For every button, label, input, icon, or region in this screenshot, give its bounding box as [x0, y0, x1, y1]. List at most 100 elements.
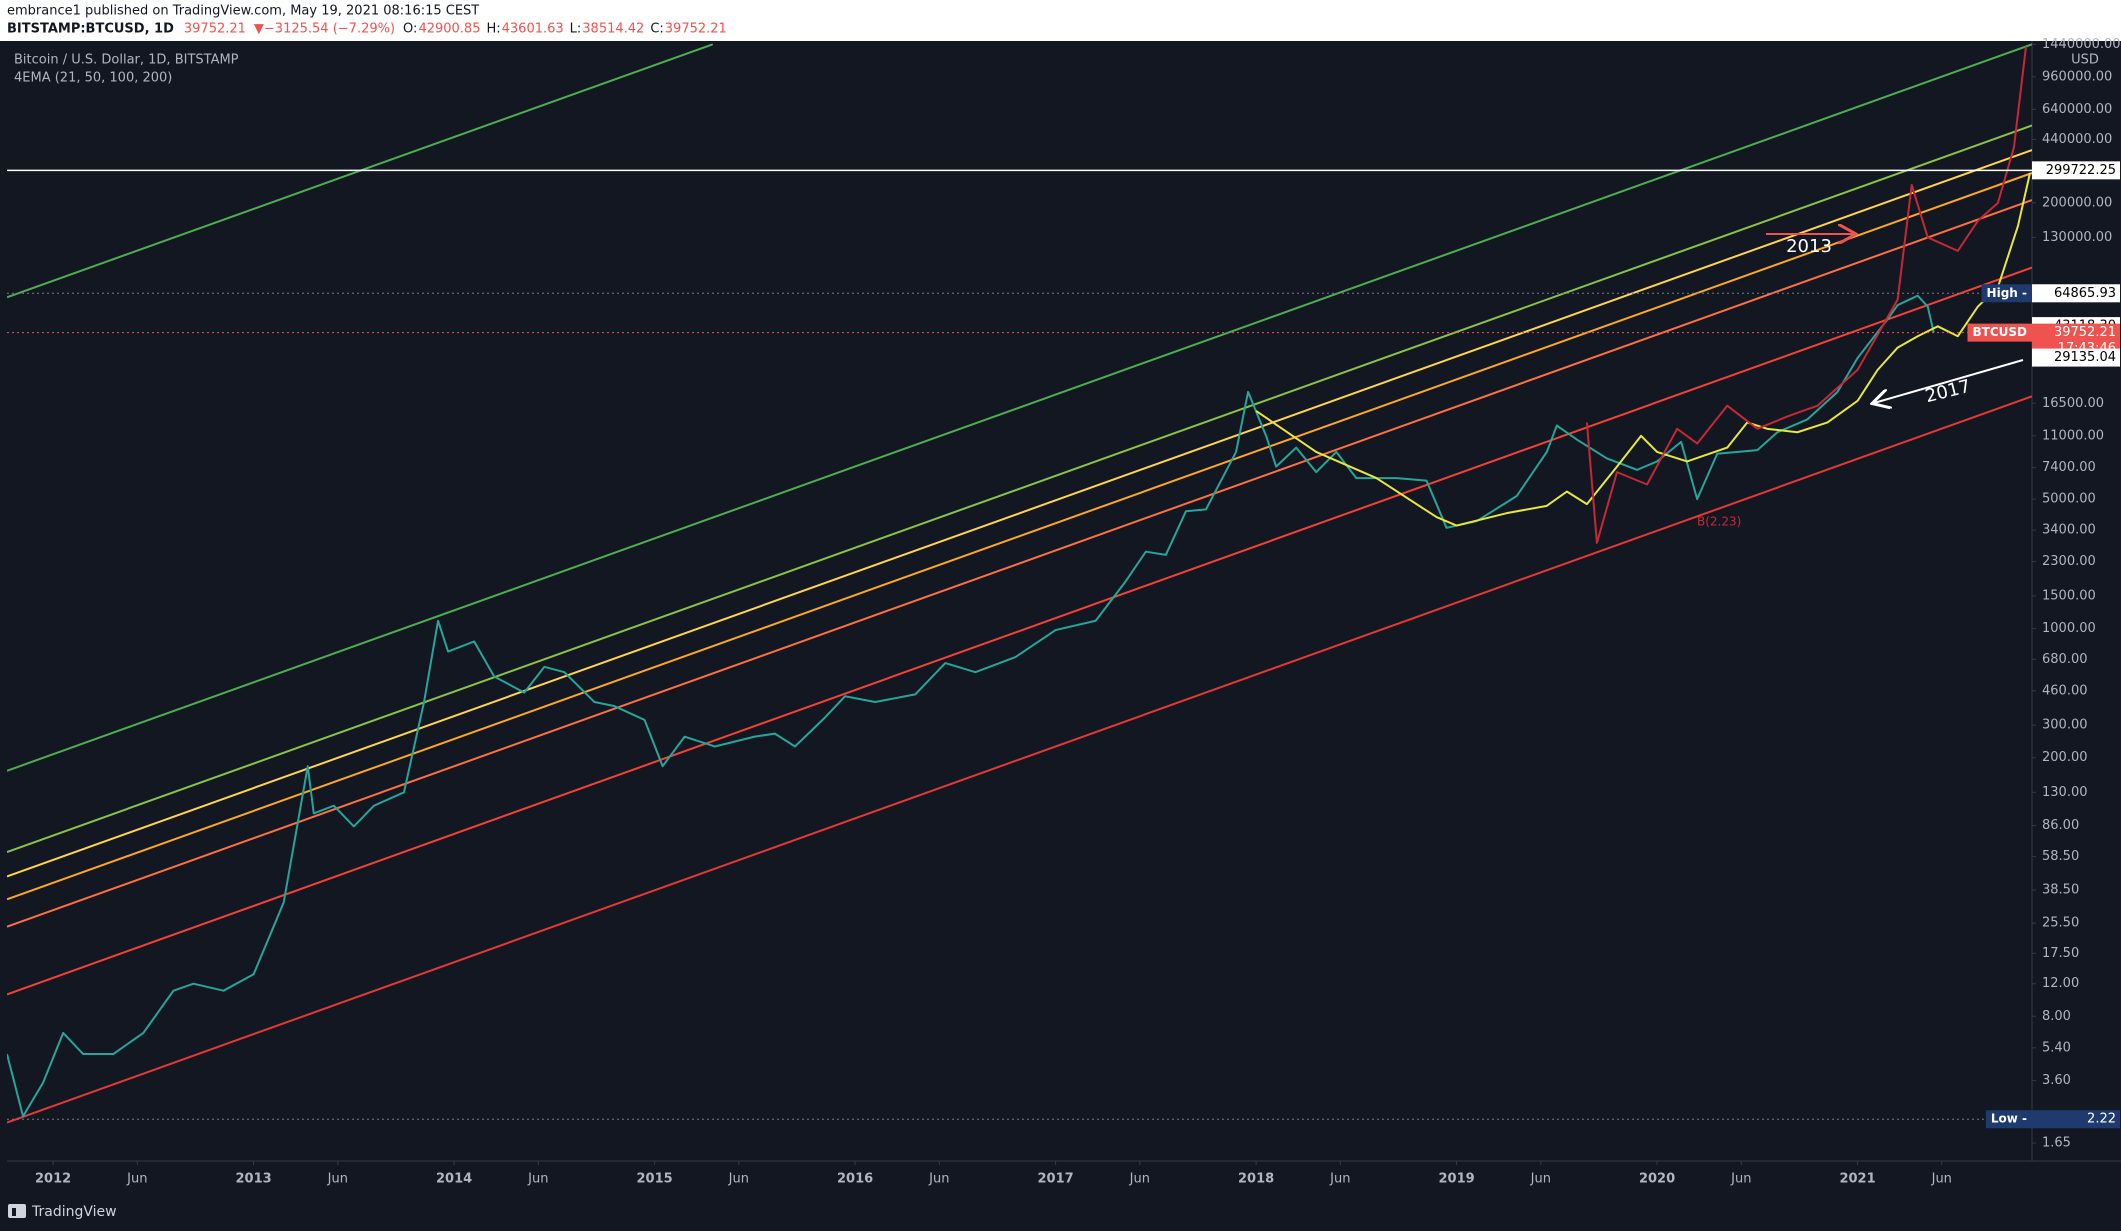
- x-tick-label: 2018: [1238, 1172, 1274, 1187]
- y-tick-label: 130000.00: [2042, 230, 2112, 245]
- symbol: BITSTAMP:BTCUSD, 1D: [7, 22, 174, 37]
- price-label: Low - 2.22: [1985, 1110, 2120, 1129]
- ohlc-key: C:: [650, 22, 663, 37]
- x-tick-label: Jun: [1329, 1172, 1350, 1187]
- x-tick-label: Jun: [126, 1172, 147, 1187]
- ohlc-value: 38514.42: [582, 22, 644, 37]
- axis-unit: USD: [2071, 53, 2099, 68]
- y-tick-label: 58.50: [2042, 849, 2079, 864]
- y-tick-label: 1000.00: [2042, 621, 2096, 636]
- x-tick-label: 2021: [1839, 1172, 1875, 1187]
- price-label-tag: BTCUSD: [1973, 325, 2028, 339]
- price-label-tag: High -: [1987, 286, 2027, 300]
- price-label-box: [2032, 161, 2120, 180]
- y-tick-label: 200.00: [2042, 750, 2088, 765]
- price-label-box: [1985, 1110, 2032, 1129]
- x-tick-label: Jun: [1931, 1172, 1952, 1187]
- x-tick-label: 2020: [1639, 1172, 1675, 1187]
- price-label-box: [2032, 348, 2120, 367]
- y-tick-label: 7400.00: [2042, 460, 2096, 475]
- y-tick-label: 2300.00: [2042, 554, 2096, 569]
- y-tick-label: 86.00: [2042, 818, 2079, 833]
- x-tick-label: 2012: [35, 1172, 71, 1187]
- indicator-legend: 4EMA (21, 50, 100, 200): [14, 71, 172, 86]
- x-tick-label: Jun: [327, 1172, 348, 1187]
- price-label: 299722.25: [2032, 161, 2120, 180]
- chart-title: Bitcoin / U.S. Dollar, 1D, BITSTAMP: [14, 53, 239, 68]
- price-label-text: 39752.21: [2054, 325, 2116, 340]
- y-tick-label: 200000.00: [2042, 195, 2112, 210]
- ohlc-key: L:: [570, 22, 582, 37]
- last-price: 39752.21: [184, 22, 246, 37]
- arrow: [1874, 359, 2024, 403]
- price-label-box: [1967, 323, 2032, 342]
- ohlc-key: O:: [403, 22, 417, 37]
- price-line: [1255, 172, 2031, 527]
- quote-line: BITSTAMP:BTCUSD, 1D 39752.21 ▼−3125.54 (…: [7, 22, 727, 37]
- price-change: ▼−3125.54 (−7.29%): [254, 22, 395, 37]
- x-tick-label: Jun: [728, 1172, 749, 1187]
- x-tick-label: Jun: [1730, 1172, 1751, 1187]
- x-tick-label: 2015: [637, 1172, 673, 1187]
- channel-line: [7, 172, 2032, 901]
- channel-line: [7, 266, 2032, 996]
- x-tick-label: Jun: [1530, 1172, 1551, 1187]
- y-tick-label: 12.00: [2042, 976, 2079, 991]
- annotation: B(2.23): [1697, 515, 1741, 529]
- chart-bg: [0, 41, 2121, 1231]
- y-tick-label: 5.40: [2042, 1040, 2071, 1055]
- x-tick-label: Jun: [527, 1172, 548, 1187]
- y-tick-label: 1500.00: [2042, 588, 2096, 603]
- y-tick-label: 300.00: [2042, 718, 2088, 733]
- y-tick-label: 960000.00: [2042, 69, 2112, 84]
- y-tick-label: 1440000.00: [2042, 37, 2121, 52]
- x-tick-label: 2014: [436, 1172, 472, 1187]
- ohlc-value: 43601.63: [502, 22, 564, 37]
- y-tick-label: 25.50: [2042, 916, 2079, 931]
- price-label: 64865.93: [2032, 284, 2120, 303]
- y-tick-label: 460.00: [2042, 683, 2088, 698]
- x-tick-label: 2019: [1438, 1172, 1474, 1187]
- price-line: [1585, 46, 2027, 544]
- annotation: 2013: [1786, 236, 1832, 257]
- y-tick-label: 680.00: [2042, 652, 2088, 667]
- x-tick-label: 2017: [1037, 1172, 1073, 1187]
- price-label-text: 64865.93: [2054, 286, 2116, 301]
- channel-line: [7, 43, 2032, 772]
- ohlc-value: 42900.85: [418, 22, 480, 37]
- y-tick-label: 38.50: [2042, 883, 2079, 898]
- y-tick-label: 1.65: [2042, 1136, 2071, 1151]
- y-tick-label: 8.00: [2042, 1009, 2071, 1024]
- channel-line: [7, 149, 2032, 878]
- y-tick-label: 130.00: [2042, 785, 2088, 800]
- price-label-box: [1981, 284, 2032, 303]
- price-label-tag: Low -: [1991, 1112, 2027, 1126]
- x-tick-label: 2013: [236, 1172, 272, 1187]
- y-tick-label: 16500.00: [2042, 396, 2104, 411]
- y-tick-label: 5000.00: [2042, 492, 2096, 507]
- price-line: [7, 294, 1935, 1118]
- price-label-text: 299722.25: [2046, 163, 2116, 178]
- y-tick-label: 3.60: [2042, 1073, 2071, 1088]
- price-label-box: [2032, 1110, 2120, 1129]
- price-label-text: 2.22: [2087, 1112, 2116, 1127]
- y-tick-label: 11000.00: [2042, 428, 2104, 443]
- logo: [8, 1204, 26, 1218]
- y-tick-label: 640000.00: [2042, 102, 2112, 117]
- plot-area: [7, 43, 2032, 1124]
- x-tick-label: 2016: [837, 1172, 873, 1187]
- x-tick-label: Jun: [1129, 1172, 1150, 1187]
- channel-line: [7, 199, 2032, 928]
- brand: TradingView: [31, 1204, 117, 1220]
- y-tick-label: 17.50: [2042, 946, 2079, 961]
- channel-line: [7, 395, 2032, 1124]
- publisher: embrance1 published on TradingView.com, …: [7, 4, 479, 19]
- ohlc-key: H:: [486, 22, 500, 37]
- channel-line: [7, 124, 2032, 853]
- price-label-text: 29135.04: [2054, 350, 2116, 365]
- ohlc-value: 39752.21: [665, 22, 727, 37]
- price-label-box: [2032, 284, 2120, 303]
- header-bg: [0, 0, 2121, 41]
